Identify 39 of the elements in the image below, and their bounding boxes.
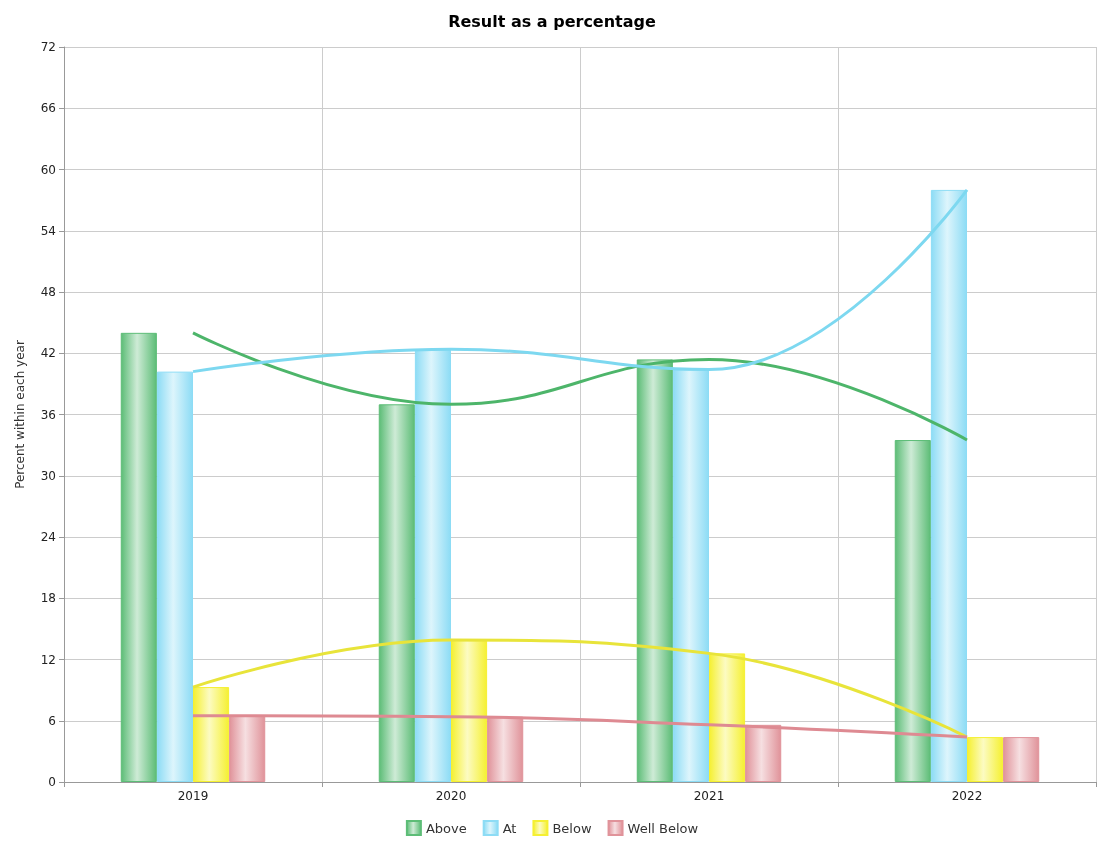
line-series <box>191 188 969 374</box>
line-series <box>191 638 969 739</box>
y-tick-label: 54 <box>40 223 56 238</box>
bar <box>1003 737 1040 782</box>
y-tick-label: 48 <box>40 285 56 299</box>
y-axis-title: Percent within each year <box>13 340 27 489</box>
bar <box>451 640 488 782</box>
y-tick-label: 6 <box>48 713 56 728</box>
bar <box>193 687 230 782</box>
x-tick-label: 2021 <box>693 789 725 803</box>
y-tick-label: 0 <box>48 775 56 789</box>
bar <box>930 189 967 782</box>
bar <box>672 369 709 782</box>
y-tick-label: 30 <box>40 468 56 483</box>
y-tick-label: 72 <box>40 40 56 54</box>
legend-label: Below <box>552 820 592 836</box>
bar <box>120 332 157 782</box>
y-tick-label: 66 <box>40 101 56 116</box>
y-tick-label: 42 <box>40 346 56 361</box>
legend-label: Above <box>425 820 467 836</box>
x-tick-label: 2022 <box>951 789 983 803</box>
y-tick-label: 12 <box>40 652 56 667</box>
bar <box>967 737 1004 782</box>
bar <box>414 349 451 782</box>
bar <box>636 359 673 782</box>
legend-label: Well Below <box>627 820 699 836</box>
bar <box>709 653 746 782</box>
legend-label: At <box>502 820 517 836</box>
y-tick-label: 36 <box>40 407 56 422</box>
y-tick-label: 24 <box>40 530 56 544</box>
chart-title: Result as a percentage <box>448 11 657 31</box>
line-series <box>191 331 969 442</box>
x-tick-label: 2020 <box>435 789 467 803</box>
x-tick-label: 2019 <box>177 789 209 803</box>
y-tick-label: 18 <box>40 591 56 606</box>
y-tick-label: 60 <box>40 162 56 177</box>
bar <box>156 371 193 782</box>
bar <box>378 404 415 782</box>
bar <box>894 440 931 782</box>
